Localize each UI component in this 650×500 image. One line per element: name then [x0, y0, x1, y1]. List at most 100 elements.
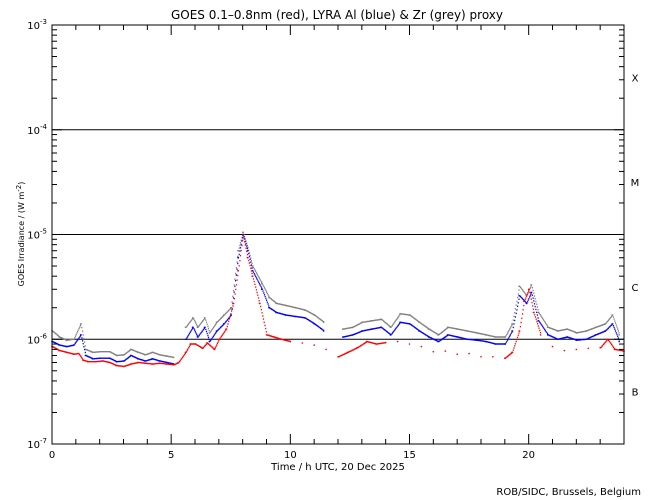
- series-1-point: [370, 328, 373, 330]
- series-0-point: [241, 234, 244, 237]
- series-1-point: [380, 326, 382, 329]
- series-0-point: [189, 343, 191, 345]
- series-0-point: [65, 351, 68, 354]
- series-2-point: [172, 356, 175, 359]
- series-1-point: [389, 334, 392, 336]
- series-0-point: [246, 256, 249, 259]
- series-2-point: [196, 326, 199, 329]
- series-2-point: [485, 334, 487, 336]
- series-0-point: [272, 336, 275, 338]
- flare-class-X: X: [632, 73, 639, 84]
- series-1-point: [115, 360, 118, 363]
- series-1-point: [556, 338, 559, 341]
- series-2-point: [530, 284, 532, 286]
- credit-text: ROB/SIDC, Brussels, Belgium: [496, 487, 641, 498]
- series-1-point: [275, 311, 277, 314]
- x-axis-ticks: 0 5 10 15 20: [49, 25, 625, 461]
- flare-class-thresholds: [52, 129, 624, 340]
- series-2-point: [475, 332, 478, 334]
- y-tick-label: 10-6: [27, 332, 47, 346]
- series-2-point: [260, 282, 263, 285]
- series-2-point: [585, 330, 587, 332]
- series-2-point: [191, 317, 194, 319]
- chart-title: GOES 0.1–0.8nm (red), LYRA Al (blue) & Z…: [171, 8, 503, 22]
- series-2-point: [184, 326, 187, 329]
- series-0-point: [575, 348, 578, 351]
- series-0-point: [177, 361, 180, 364]
- series-1-point: [504, 343, 506, 345]
- series-2-point: [79, 323, 82, 325]
- series-1-point: [427, 336, 430, 338]
- series-0-point: [539, 334, 542, 336]
- series-0-point: [213, 348, 215, 351]
- series-1: [51, 233, 620, 365]
- series-0-point: [599, 346, 601, 349]
- series-0-point: [129, 363, 132, 365]
- series-2-point: [427, 328, 430, 330]
- series-1-point: [575, 339, 578, 342]
- series-1-point: [611, 323, 613, 325]
- series-0-point: [527, 288, 530, 291]
- series-1-point: [184, 338, 187, 341]
- series-0-point: [337, 356, 339, 358]
- x-axis-label: Time / h UTC, 20 Dec 2025: [270, 462, 405, 473]
- series-1-point: [191, 326, 194, 329]
- series-1-point: [222, 323, 225, 325]
- series-1-point: [437, 340, 439, 343]
- series-0-point: [87, 360, 89, 363]
- series-0-point: [518, 330, 520, 332]
- series-0-point: [289, 340, 292, 343]
- series-1-point: [260, 288, 263, 291]
- y-tick-label: 10-5: [27, 228, 47, 242]
- series-0-point: [172, 364, 175, 366]
- series-2-point: [556, 330, 559, 332]
- series-1-point: [594, 334, 597, 336]
- series-0-point: [165, 363, 168, 365]
- series-1-point: [361, 330, 363, 332]
- series-1-point: [129, 354, 132, 357]
- series-0-point: [356, 346, 358, 349]
- series-0-point: [468, 352, 470, 355]
- series-2-point: [618, 334, 620, 336]
- series-1-point: [518, 295, 520, 297]
- series-1-point: [618, 340, 620, 343]
- series-1-point: [546, 334, 549, 336]
- series-0-point: [375, 343, 377, 345]
- series-0-point: [587, 347, 590, 350]
- series-0-point: [384, 341, 387, 344]
- series-1-point: [158, 360, 161, 362]
- series-0-point: [115, 364, 118, 367]
- series-2-point: [446, 326, 449, 329]
- series-2-point: [546, 326, 549, 329]
- series-1-point: [585, 338, 587, 341]
- series-1-point: [151, 358, 153, 360]
- series-0-point: [225, 328, 227, 330]
- series-0-point: [420, 345, 423, 348]
- flare-class-M: M: [631, 178, 640, 189]
- x-tick-label: 20: [522, 450, 535, 461]
- series-2-point: [342, 328, 344, 330]
- series-1-point: [351, 334, 354, 336]
- series-2-point: [294, 306, 296, 309]
- series-0-point: [313, 344, 316, 346]
- series-1-point: [494, 343, 497, 345]
- series-1-point: [303, 317, 306, 319]
- series-2-point: [370, 320, 373, 322]
- series-1-point: [313, 323, 316, 325]
- series-0-point: [511, 351, 513, 354]
- series-1-point: [537, 320, 539, 322]
- series-0-point: [606, 338, 609, 341]
- y-axis-ticks: 10-7 10-6 10-5 10-4 10-3: [27, 18, 624, 451]
- series-2-point: [575, 332, 578, 334]
- series-2-point: [465, 330, 468, 332]
- series-2-point: [313, 314, 316, 316]
- series-1-point: [72, 344, 75, 346]
- series-2-point: [215, 321, 218, 324]
- series-0-point: [280, 338, 282, 341]
- series-0-point: [237, 270, 239, 272]
- series-1-point: [122, 360, 125, 362]
- series-0-point: [108, 361, 110, 364]
- series-0-point: [444, 350, 447, 352]
- series-1-point: [165, 361, 168, 364]
- series-2-point: [361, 321, 363, 324]
